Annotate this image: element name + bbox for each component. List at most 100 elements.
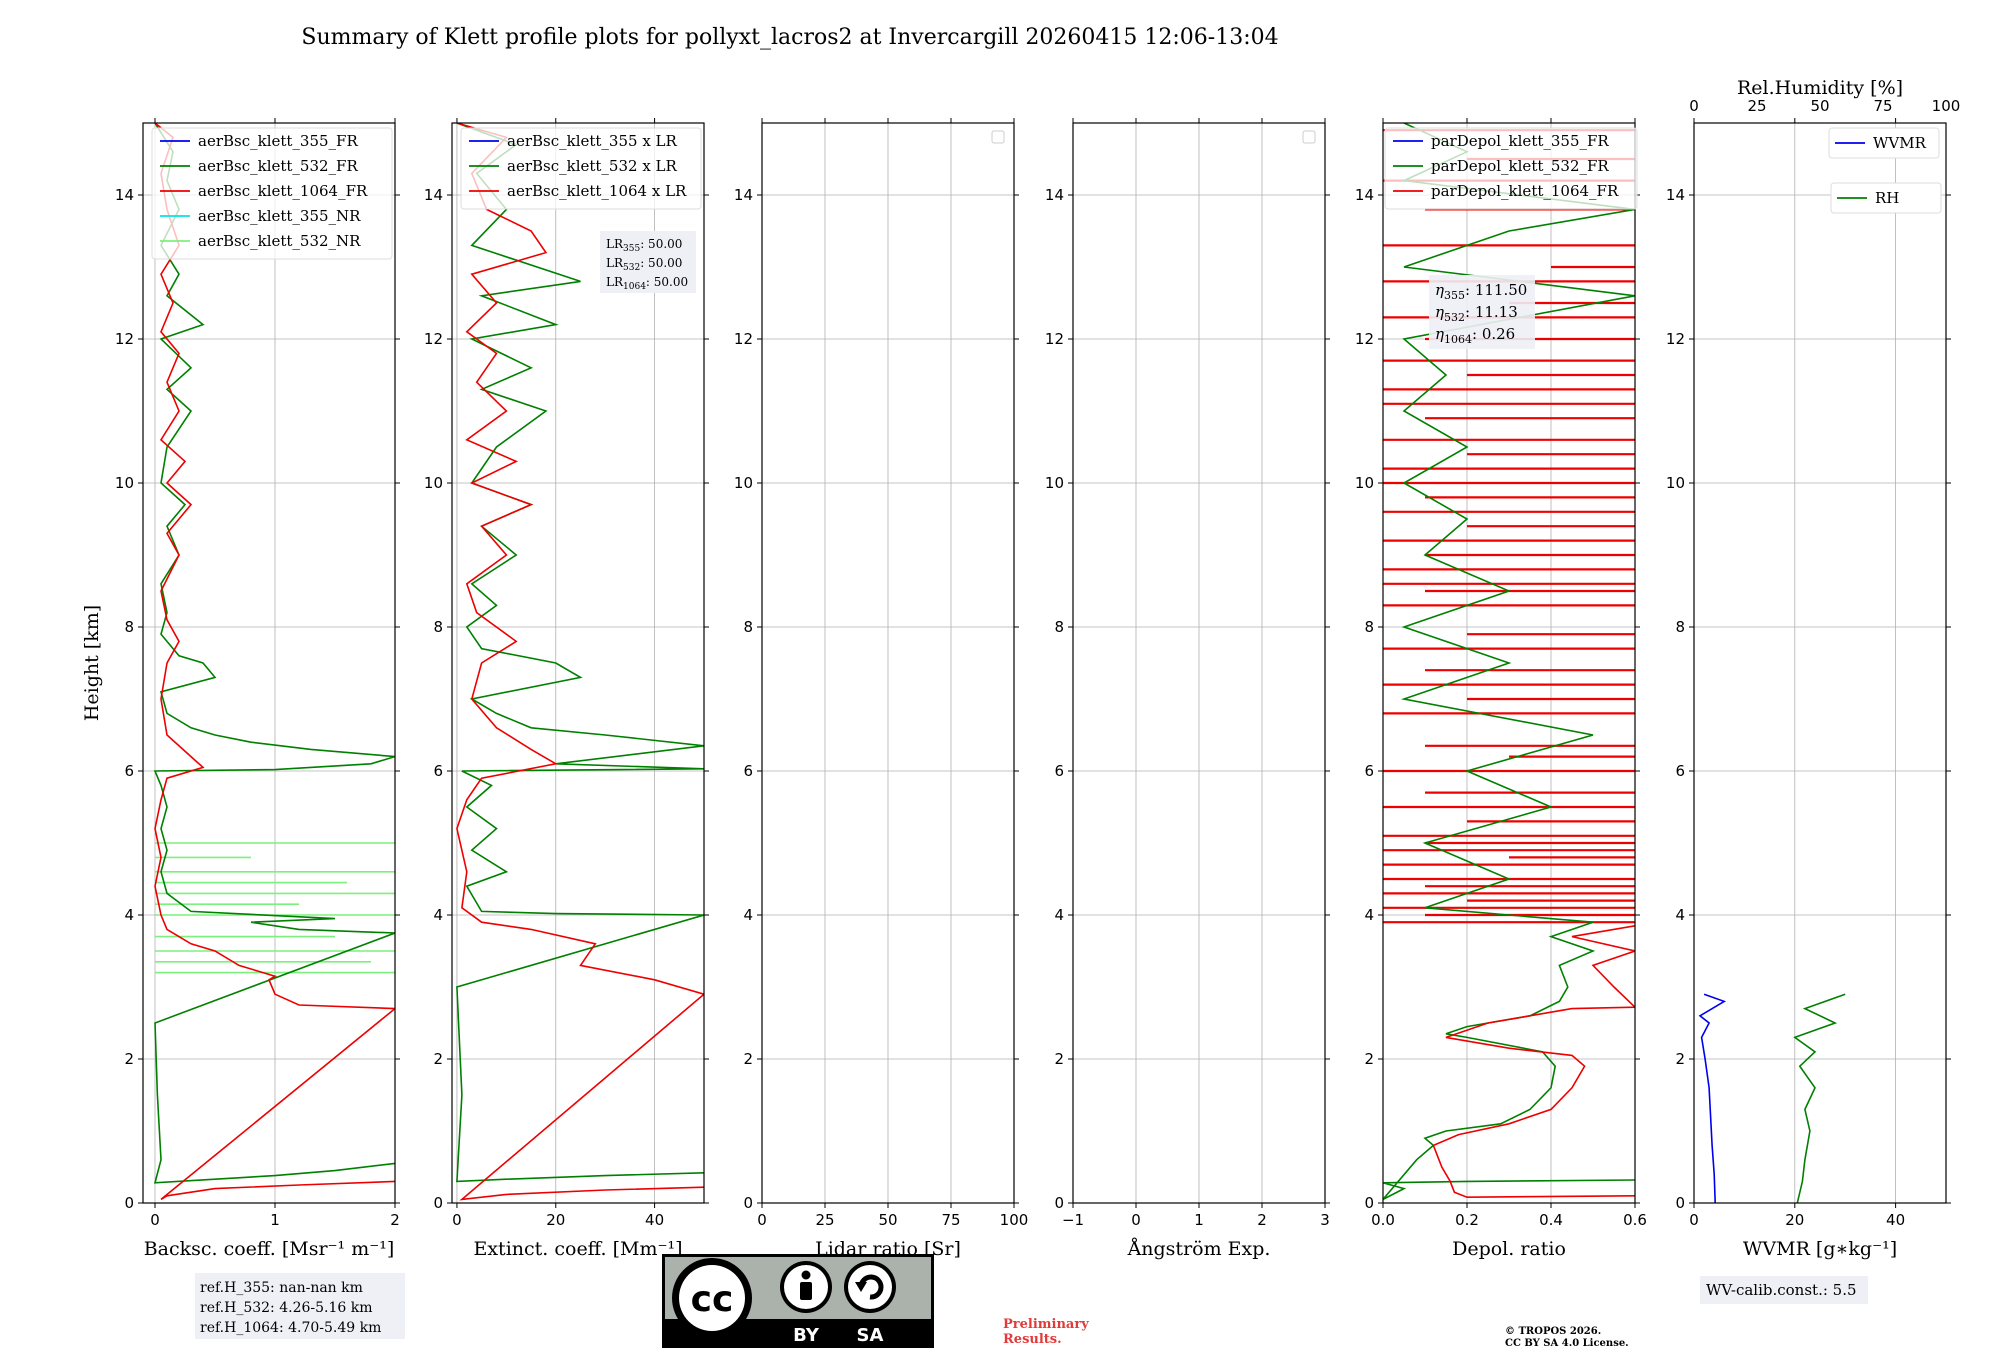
ytick-label-backscatter-4: 8 <box>124 618 134 636</box>
copyright-line2: CC BY SA 4.0 License. <box>1505 1338 1629 1349</box>
xtick-label-lidar_ratio-2: 50 <box>878 1211 897 1229</box>
wv-calib-box: WV-calib.const.: 5.5 <box>1700 1276 1868 1304</box>
preliminary-label-line2: Results. <box>1003 1332 1062 1347</box>
ytick-label-wvmr-5: 10 <box>1666 474 1685 492</box>
eta-value-1: : 11.13 <box>1465 303 1518 321</box>
ytick-label-extinction-1: 2 <box>433 1050 443 1068</box>
ytick-label-extinction-0: 0 <box>433 1194 443 1212</box>
refh-1064-text: ref.H_1064: 4.70-5.49 km <box>200 1320 381 1336</box>
series-line-wvmr-0 <box>1698 993 1727 1203</box>
legend-label-depol-1: parDepol_klett_532_FR <box>1431 157 1609 175</box>
legend-label-wvmr-1: RH <box>1875 189 1899 207</box>
ytick-label-lidar_ratio-0: 0 <box>743 1194 753 1212</box>
ytick-label-lidar_ratio-2: 4 <box>743 906 753 924</box>
axes-frame-depol <box>1382 122 1636 1204</box>
xlabel-top-wvmr: Rel.Humidity [%] <box>1737 77 1903 99</box>
ytick-label-depol-7: 14 <box>1355 186 1374 204</box>
ytick-label-wvmr-6: 12 <box>1666 330 1685 348</box>
ytick-label-backscatter-5: 10 <box>115 474 134 492</box>
xlabel-wvmr: WVMR [g∗kg⁻¹] <box>1743 1238 1897 1260</box>
panel-wvmr: 0 20 40 0 2 4 6 8 10 12 14 WVMR [g∗kg⁻¹] 0 25 50 75 100 R… <box>1666 77 1960 1260</box>
series-line-extinction-0 <box>456 123 704 1183</box>
legend-label-extinction-1: aerBsc_klett_532 x LR <box>507 157 678 175</box>
ytick-label-angstrom-5: 10 <box>1045 474 1064 492</box>
series-line-wvmr-1 <box>1793 993 1846 1203</box>
xtick-label-angstrom-1: 0 <box>1131 1211 1141 1229</box>
preliminary-label-line1: Preliminary <box>1003 1317 1089 1332</box>
legend-label-backscatter-1: aerBsc_klett_532_FR <box>198 157 358 175</box>
ytick-label-wvmr-0: 0 <box>1675 1194 1685 1212</box>
ytick-label-extinction-3: 6 <box>433 762 443 780</box>
refh-532-text: ref.H_532: 4.26-5.16 km <box>200 1300 373 1316</box>
cc-logo-letters: cc <box>691 1279 734 1320</box>
xtick-top-label-wvmr-2: 50 <box>1810 97 1829 115</box>
lr-line-2: LR1064: 50.00 <box>606 275 688 292</box>
series-line-backscatter-1 <box>154 123 395 1201</box>
lr-box-background <box>600 231 696 293</box>
eta-sub-1: 532 <box>1444 311 1465 324</box>
xtick-label-extinction-1: 20 <box>546 1211 565 1229</box>
eta-symbol-0: η <box>1435 281 1444 299</box>
xtick-label-lidar_ratio-1: 25 <box>815 1211 834 1229</box>
xlabel-angstrom: Ångström Exp. <box>1127 1238 1271 1260</box>
cc-by-sa-badge: cc BY SA <box>662 1254 934 1348</box>
xtick-label-extinction-0: 0 <box>452 1211 462 1229</box>
lr-sub-0: 355 <box>623 244 640 254</box>
lr-label-1: LR <box>606 256 624 270</box>
ytick-label-angstrom-0: 0 <box>1054 1194 1064 1212</box>
empty-legend-angstrom <box>1302 130 1316 144</box>
legend-box-wvmr-0 <box>1828 127 1940 159</box>
legend-depol: parDepol_klett_355_FR parDepol_klett_532_… <box>1384 127 1638 210</box>
reference-heights-box: ref.H_355: nan-nan km ref.H_532: 4.26-5.… <box>195 1273 405 1339</box>
ytick-label-lidar_ratio-3: 6 <box>743 762 753 780</box>
axes-frame-extinction <box>451 122 705 1204</box>
lr-label-0: LR <box>606 237 624 251</box>
ytick-label-angstrom-7: 14 <box>1045 186 1064 204</box>
legend-box-wvmr-1 <box>1830 182 1942 214</box>
eta-line-2: η1064: 0.26 <box>1435 325 1515 346</box>
ytick-label-lidar_ratio-1: 2 <box>743 1050 753 1068</box>
wv-calib-text: WV-calib.const.: 5.5 <box>1706 1281 1857 1299</box>
ytick-label-depol-2: 4 <box>1364 906 1374 924</box>
eta-line-0: η355: 111.50 <box>1435 281 1527 302</box>
eta-value-2: : 0.26 <box>1472 325 1515 343</box>
lr-value-2: : 50.00 <box>646 275 688 289</box>
legend-label-depol-0: parDepol_klett_355_FR <box>1431 132 1609 150</box>
lr-label-2: LR <box>606 275 624 289</box>
eta-symbol-1: η <box>1435 303 1444 321</box>
ytick-label-backscatter-7: 14 <box>115 186 134 204</box>
copyright-line1: © TROPOS 2026. <box>1505 1326 1601 1337</box>
ytick-label-extinction-4: 8 <box>433 618 443 636</box>
series-line-extinction-1 <box>456 123 704 1201</box>
xtick-top-label-wvmr-3: 75 <box>1873 97 1892 115</box>
xtick-label-depol-0: 0.0 <box>1371 1211 1395 1229</box>
eta-sub-0: 355 <box>1444 289 1465 302</box>
ytick-label-backscatter-1: 2 <box>124 1050 134 1068</box>
legend-label-depol-2: parDepol_klett_1064_FR <box>1431 182 1619 200</box>
ytick-label-angstrom-2: 4 <box>1054 906 1064 924</box>
eta-symbol-2: η <box>1435 325 1444 343</box>
xtick-label-extinction-2: 40 <box>645 1211 664 1229</box>
cc-logo-disc <box>679 1265 745 1331</box>
xlabel-depol: Depol. ratio <box>1452 1238 1566 1260</box>
ytick-label-backscatter-3: 6 <box>124 762 134 780</box>
legend-box-extinction <box>460 127 702 210</box>
figure-title: Summary of Klett profile plots for polly… <box>301 25 1278 50</box>
xlabel-extinction: Extinct. coeff. [Mm⁻¹] <box>473 1238 682 1260</box>
legend-box-depol <box>1384 127 1638 210</box>
ytick-label-angstrom-4: 8 <box>1054 618 1064 636</box>
ytick-label-backscatter-2: 4 <box>124 906 134 924</box>
series-line-depol-0 <box>1383 123 1635 1201</box>
xtick-label-angstrom-0: −1 <box>1062 1211 1084 1229</box>
legend-label-extinction-0: aerBsc_klett_355 x LR <box>507 132 678 150</box>
ytick-label-wvmr-2: 4 <box>1675 906 1685 924</box>
eta-value-0: : 111.50 <box>1465 281 1527 299</box>
xtick-top-label-wvmr-1: 25 <box>1747 97 1766 115</box>
by-icon-body <box>800 1282 812 1300</box>
xtick-label-depol-2: 0.4 <box>1539 1211 1563 1229</box>
xtick-label-depol-1: 0.2 <box>1455 1211 1479 1229</box>
ylabel-backscatter: Height [km] <box>81 605 103 721</box>
